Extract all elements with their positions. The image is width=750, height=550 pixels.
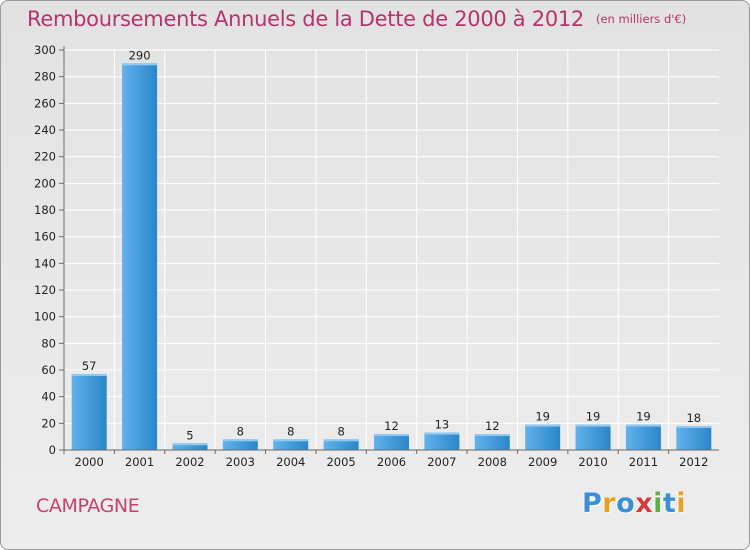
bar-highlight [625,424,661,427]
bar-highlight [71,374,107,376]
bar-highlight [222,439,258,442]
bar-2011 [625,424,661,450]
y-tick-label: 80 [41,336,56,350]
value-label-2007: 13 [435,418,450,432]
gridlines [64,49,719,450]
bar-highlight [273,439,309,442]
logo-letter: o [616,488,636,519]
value-label-2004: 8 [287,424,294,438]
bar-highlight [172,443,208,446]
bar-2001 [122,63,158,450]
x-tick-label: 2001 [125,455,154,469]
x-tick-label: 2002 [175,455,204,469]
proxiti-logo: Proxiti [582,488,686,519]
chart-unit-note: (en milliers d'€) [596,12,687,26]
y-tick-label: 180 [34,203,56,217]
logo-letter: i [676,488,687,519]
x-tick-label: 2003 [226,455,255,469]
value-label-2001: 290 [129,48,151,62]
bar-2003 [222,439,258,450]
y-tick-label: 60 [41,363,56,377]
logo-letter: r [602,488,617,519]
y-tick-label: 240 [34,123,56,137]
bar-2005 [323,439,359,450]
bar-highlight [323,439,359,442]
bar-2004 [273,439,309,450]
bar-2007 [424,432,460,450]
bars [71,63,712,450]
x-tick-label: 2004 [276,455,305,469]
bar-2012 [676,426,712,450]
x-tick-label: 2006 [377,455,406,469]
x-tick-label: 2007 [427,455,456,469]
y-tick-label: 280 [34,70,56,84]
value-label-2006: 12 [384,419,399,433]
bar-highlight [374,434,409,436]
y-tick-label: 20 [41,416,56,430]
y-tick-label: 100 [34,310,56,324]
y-tick-label: 220 [34,150,56,164]
x-tick-label: 2008 [478,455,507,469]
logo-letter: P [582,488,603,519]
y-tick-label: 0 [49,443,56,457]
value-label-2005: 8 [337,424,344,438]
bar-highlight [122,63,158,66]
logo-letter: i [653,488,663,519]
bar-2006 [374,434,409,450]
logo-letter: t [662,488,677,519]
chart-title-text: Remboursements Annuels de la Dette de 20… [27,7,584,31]
x-tick-label: 2005 [326,455,355,469]
y-tick-label: 300 [34,43,56,57]
x-tick-label: 2010 [578,455,607,469]
x-tick-label: 2011 [629,455,658,469]
bar-2009 [525,424,561,450]
chart-title: Remboursements Annuels de la Dette de 20… [27,7,686,31]
data-labels: 57 290 5 8 8 8 12 13 12 19 19 19 18 [82,48,701,442]
y-tick-label: 40 [41,390,56,404]
bar-2002 [172,443,208,450]
y-tick-label: 200 [34,176,56,190]
y-tick-label: 120 [34,283,56,297]
x-tick-label: 2009 [528,455,557,469]
bar-2000 [71,374,107,450]
y-tick-label: 140 [34,256,56,270]
y-tick-label: 260 [34,96,56,110]
bar-highlight [474,434,510,436]
axes: 0 20 40 60 80 100 120 140 160 180 200 220 240 260 280 3… [34,43,719,469]
bar-highlight [575,424,611,427]
value-label-2008: 12 [485,419,500,433]
value-label-2003: 8 [237,424,244,438]
value-label-2010: 19 [586,410,601,424]
value-label-2011: 19 [636,410,651,424]
bar-highlight [424,432,460,435]
value-label-2002: 5 [186,428,193,442]
bar-2010 [575,424,611,450]
bar-2008 [474,434,510,450]
logo-letter: x [635,488,654,519]
x-tick-label: 2012 [679,455,708,469]
value-label-2009: 19 [535,410,550,424]
x-tick-label: 2000 [75,455,104,469]
commune-name: CAMPAGNE [36,495,140,517]
bar-highlight [676,426,712,428]
value-label-2000: 57 [82,359,97,373]
y-tick-label: 160 [34,230,56,244]
bar-highlight [525,424,561,427]
value-label-2012: 18 [686,411,701,425]
